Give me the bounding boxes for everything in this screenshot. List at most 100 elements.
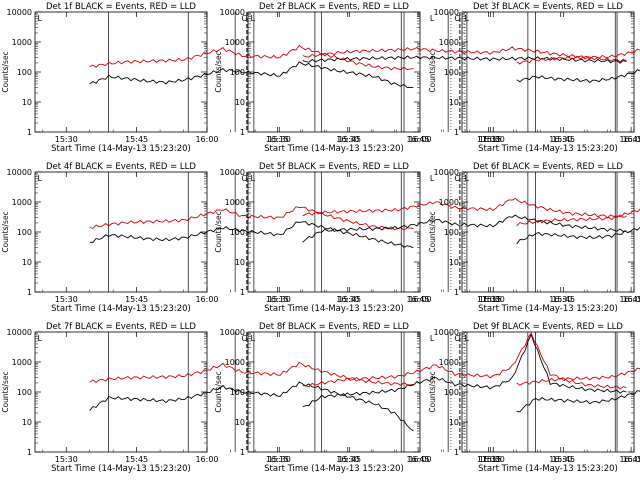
x-tick-label: 16:30 bbox=[336, 135, 359, 144]
y-tick-label: 1000 bbox=[12, 358, 32, 367]
series-line-lld bbox=[302, 46, 627, 63]
x-axis-label: Start Time (14-May-13 15:23:20) bbox=[51, 144, 191, 154]
top-marker: O bbox=[241, 174, 247, 183]
panel-title: Det 1f BLACK = Events, RED = LLD bbox=[46, 2, 196, 12]
x-tick-label: 16:15 bbox=[266, 135, 289, 144]
panel-title: Det 7f BLACK = Events, RED = LLD bbox=[46, 322, 196, 332]
y-tick-label: 10000 bbox=[7, 168, 32, 177]
panel-det-8: Det 8f BLACK = Events, RED = LLD 1 10 100 10… bbox=[214, 322, 640, 474]
top-marker: O bbox=[454, 174, 460, 183]
x-tick-label: 16:30 bbox=[549, 135, 572, 144]
x-tick-label: 15:30 bbox=[268, 295, 291, 304]
x-tick-label: 17:00 bbox=[477, 135, 500, 144]
top-marker: L bbox=[37, 174, 42, 183]
x-axis-label: Start Time (14-May-13 15:23:20) bbox=[264, 144, 404, 154]
x-tick-label: 15:45 bbox=[125, 455, 148, 464]
series-line-events bbox=[89, 61, 414, 89]
x-tick-label: 16:45 bbox=[620, 455, 640, 464]
x-tick-label: 15:30 bbox=[268, 135, 291, 144]
top-marker: L bbox=[464, 14, 469, 23]
series-line-lld bbox=[89, 206, 414, 231]
y-tick-label: 1000 bbox=[439, 358, 459, 367]
top-marker: L bbox=[250, 334, 255, 343]
x-axis-label: Start Time (14-May-13 15:23:20) bbox=[264, 304, 404, 314]
x-tick-label: 16:15 bbox=[479, 295, 502, 304]
plot-frame bbox=[461, 171, 635, 293]
series-line-events bbox=[89, 381, 414, 432]
top-marker: L bbox=[464, 174, 469, 183]
x-tick-label: 15:45 bbox=[125, 295, 148, 304]
x-tick-label: 15:30 bbox=[482, 295, 505, 304]
panel-det-2: Det 2f BLACK = Events, RED = LLD 1 10 100 10… bbox=[214, 2, 640, 154]
x-tick-label: 15:45 bbox=[338, 295, 361, 304]
x-tick-label: 16:30 bbox=[336, 455, 359, 464]
top-marker: L bbox=[430, 14, 435, 23]
series-line-events bbox=[89, 221, 414, 249]
y-tick-label: 1000 bbox=[12, 198, 32, 207]
panel-title: Det 4f BLACK = Events, RED = LLD bbox=[46, 162, 196, 172]
y-tick-label: 10 bbox=[22, 258, 32, 267]
x-tick-label: 16:00 bbox=[622, 135, 640, 144]
y-tick-label: 1 bbox=[27, 288, 32, 297]
x-tick-label: 15:30 bbox=[482, 135, 505, 144]
y-axis-label: Counts/sec bbox=[214, 371, 223, 412]
y-tick-label: 100 bbox=[444, 228, 459, 237]
x-tick-label: 16:30 bbox=[549, 455, 572, 464]
series-line-lld bbox=[302, 197, 627, 219]
panel-det-3: Det 3f BLACK = Events, RED = LLD 1 10 100 10… bbox=[428, 2, 640, 154]
y-tick-label: 1000 bbox=[225, 358, 245, 367]
y-tick-label: 10000 bbox=[220, 8, 245, 17]
x-axis-label: Start Time (14-May-13 15:23:20) bbox=[264, 464, 404, 474]
x-tick-label: 16:15 bbox=[266, 455, 289, 464]
x-tick-label: 15:30 bbox=[55, 295, 78, 304]
plot-frame bbox=[247, 11, 421, 133]
y-tick-label: 1000 bbox=[225, 38, 245, 47]
y-axis-label: Counts/sec bbox=[1, 371, 10, 412]
y-axis-label: Counts/sec bbox=[1, 51, 10, 92]
series-line-events bbox=[516, 69, 640, 84]
y-tick-label: 10000 bbox=[434, 8, 459, 17]
x-axis-label: Start Time (14-May-13 15:23:20) bbox=[478, 144, 618, 154]
x-tick-label: 16:00 bbox=[195, 455, 218, 464]
top-marker: L bbox=[430, 334, 435, 343]
x-tick-label: 15:45 bbox=[338, 455, 361, 464]
y-tick-label: 1 bbox=[240, 288, 245, 297]
y-tick-label: 1 bbox=[454, 288, 459, 297]
plot-frame bbox=[34, 11, 208, 133]
y-tick-label: 100 bbox=[444, 68, 459, 77]
top-marker: L bbox=[464, 334, 469, 343]
x-tick-label: 15:45 bbox=[125, 135, 148, 144]
x-tick-label: 16:00 bbox=[195, 135, 218, 144]
plot-frame bbox=[461, 331, 635, 453]
x-tick-label: 16:45 bbox=[407, 455, 430, 464]
series-line-lld bbox=[516, 208, 640, 227]
y-tick-label: 1000 bbox=[439, 198, 459, 207]
x-tick-label: 16:00 bbox=[622, 455, 640, 464]
x-tick-label: 15:30 bbox=[482, 455, 505, 464]
y-tick-label: 1 bbox=[27, 128, 32, 137]
x-tick-label: 16:45 bbox=[407, 135, 430, 144]
panel-title: Det 5f BLACK = Events, RED = LLD bbox=[259, 162, 409, 172]
x-tick-label: 16:00 bbox=[195, 295, 218, 304]
x-tick-label: 15:30 bbox=[55, 455, 78, 464]
y-tick-label: 10000 bbox=[220, 328, 245, 337]
y-tick-label: 1000 bbox=[439, 38, 459, 47]
y-tick-label: 100 bbox=[444, 388, 459, 397]
y-tick-label: 10 bbox=[235, 258, 245, 267]
top-marker: L bbox=[37, 334, 42, 343]
y-tick-label: 1 bbox=[27, 448, 32, 457]
series-line-events bbox=[302, 214, 627, 243]
top-marker: O bbox=[241, 14, 247, 23]
x-tick-label: 16:00 bbox=[408, 135, 431, 144]
x-tick-label: 16:00 bbox=[408, 455, 431, 464]
y-tick-label: 10000 bbox=[434, 168, 459, 177]
panel-det-5: Det 5f BLACK = Events, RED = LLD 1 10 100 10… bbox=[214, 162, 640, 314]
x-tick-label: 15:45 bbox=[552, 295, 575, 304]
x-tick-label: 17:00 bbox=[477, 295, 500, 304]
x-tick-label: 16:15 bbox=[266, 295, 289, 304]
x-axis-label: Start Time (14-May-13 15:23:20) bbox=[51, 464, 191, 474]
y-tick-label: 10 bbox=[235, 98, 245, 107]
panel-det-4: Det 4f BLACK = Events, RED = LLD 1 10 100 10… bbox=[1, 162, 500, 314]
panel-det-1: Det 1f BLACK = Events, RED = LLD 1 10 100 10… bbox=[1, 2, 500, 154]
